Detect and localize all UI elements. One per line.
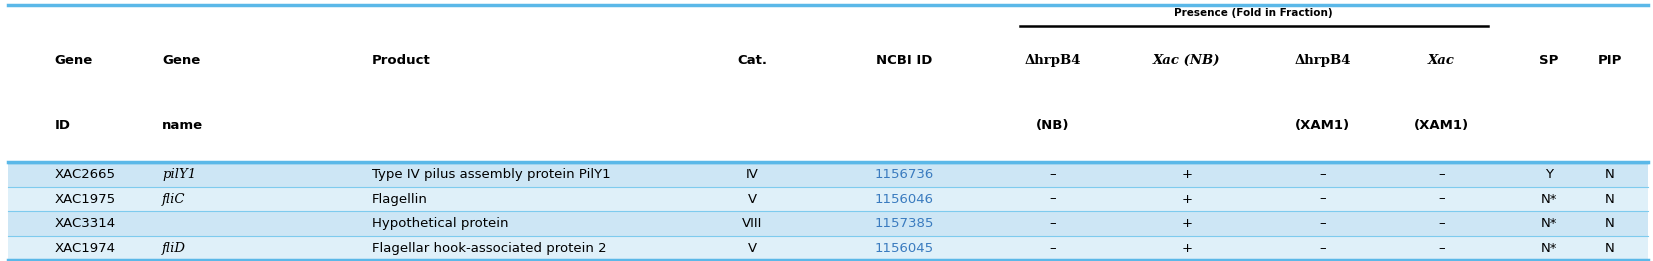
Bar [8,162,1648,187]
Text: NCBI ID: NCBI ID [876,54,932,67]
Text: 1156736: 1156736 [874,168,934,181]
Text: +: + [1182,168,1192,181]
Text: –: – [1438,168,1445,181]
Text: Xac: Xac [1428,54,1455,67]
Text: 1156045: 1156045 [874,242,934,255]
Text: –: – [1438,217,1445,230]
Text: IV: IV [746,168,759,181]
Text: ΔhrpB4: ΔhrpB4 [1294,54,1351,67]
Text: ΔhrpB4: ΔhrpB4 [1025,54,1081,67]
Text: 1157385: 1157385 [874,217,934,230]
Text: fliD: fliD [162,242,187,255]
Text: XAC1974: XAC1974 [55,242,116,255]
Text: N: N [1605,168,1615,181]
Text: V: V [747,193,757,205]
Text: N: N [1605,217,1615,230]
Text: Xac (NB): Xac (NB) [1154,54,1220,67]
Text: –: – [1319,217,1326,230]
Text: ID: ID [55,119,71,132]
Text: N*: N* [1541,242,1557,255]
Bar [8,211,1648,236]
Text: N*: N* [1541,217,1557,230]
Text: (XAM1): (XAM1) [1413,119,1470,132]
Text: Gene: Gene [162,54,200,67]
Text: Presence (Fold in Fraction): Presence (Fold in Fraction) [1175,8,1332,18]
Text: N: N [1605,193,1615,205]
Text: –: – [1438,193,1445,205]
Text: XAC1975: XAC1975 [55,193,116,205]
Text: Y: Y [1546,168,1552,181]
Text: –: – [1319,168,1326,181]
Text: (NB): (NB) [1036,119,1069,132]
Text: Flagellar hook-associated protein 2: Flagellar hook-associated protein 2 [372,242,607,255]
Text: Type IV pilus assembly protein PilY1: Type IV pilus assembly protein PilY1 [372,168,610,181]
Text: PIP: PIP [1598,54,1622,67]
Text: N*: N* [1541,193,1557,205]
Text: pilY1: pilY1 [162,168,197,181]
Text: VIII: VIII [742,217,762,230]
Text: –: – [1050,217,1056,230]
Text: +: + [1182,242,1192,255]
Text: –: – [1319,242,1326,255]
Text: –: – [1319,193,1326,205]
Text: SP: SP [1539,54,1559,67]
Text: –: – [1438,242,1445,255]
Text: Flagellin: Flagellin [372,193,428,205]
Text: XAC2665: XAC2665 [55,168,116,181]
Text: N: N [1605,242,1615,255]
Text: –: – [1050,242,1056,255]
Text: fliC: fliC [162,193,185,205]
Text: –: – [1050,168,1056,181]
Text: XAC3314: XAC3314 [55,217,116,230]
Text: +: + [1182,193,1192,205]
Bar [8,187,1648,211]
Bar [8,5,1648,162]
Text: Gene: Gene [55,54,93,67]
Text: Cat.: Cat. [737,54,767,67]
Text: 1156046: 1156046 [874,193,934,205]
Text: –: – [1050,193,1056,205]
Bar [8,236,1648,261]
Text: Product: Product [372,54,431,67]
Text: +: + [1182,217,1192,230]
Text: (XAM1): (XAM1) [1294,119,1351,132]
Text: V: V [747,242,757,255]
Text: name: name [162,119,203,132]
Text: Hypothetical protein: Hypothetical protein [372,217,509,230]
